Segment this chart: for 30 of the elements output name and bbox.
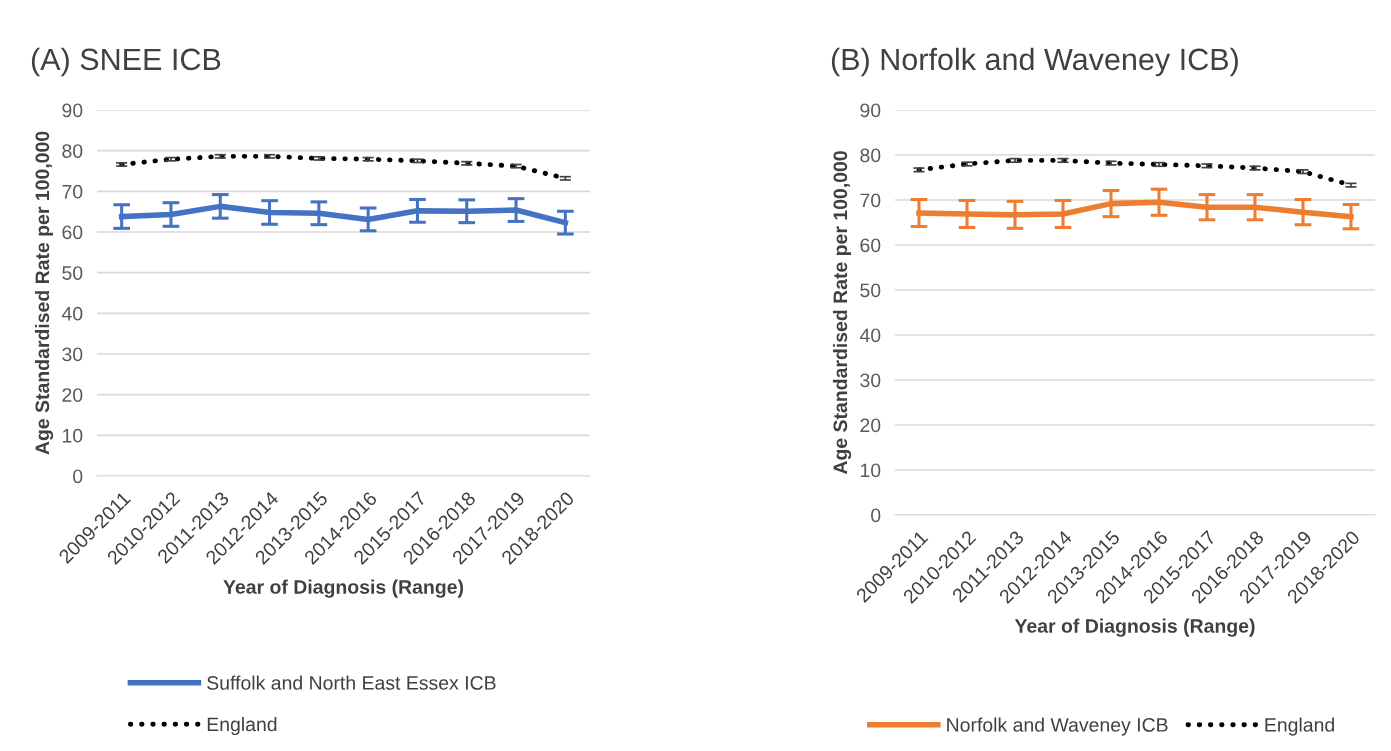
y-tick-label: 0 — [73, 469, 83, 484]
legend-label: Norfolk and Waveney ICB — [947, 717, 1168, 736]
y-tick-label: 0 — [871, 508, 881, 523]
y-tick-label: 40 — [859, 328, 881, 343]
legend-label: England — [1265, 717, 1334, 736]
chart-title: (B) Norfolk and Waveney ICB) — [831, 47, 1238, 77]
legend-label: Suffolk and North East Essex ICB — [207, 675, 496, 690]
y-axis-title: Age Standardised Rate per 100,000 — [832, 151, 852, 475]
y-tick-label: 20 — [62, 388, 83, 402]
y-tick-label: 10 — [860, 463, 881, 478]
y-tick-label: 30 — [62, 347, 83, 362]
y-tick-label: 60 — [62, 225, 83, 240]
y-axis-title: Age Standardised Rate per 100,000 — [34, 131, 54, 455]
chart-title: (A) SNEE ICB — [31, 47, 221, 77]
y-tick-label: 40 — [61, 306, 83, 321]
y-tick-label: 90 — [62, 103, 83, 118]
y-tick-label: 50 — [62, 266, 83, 280]
y-tick-label: 80 — [860, 148, 881, 163]
y-tick-label: 90 — [860, 103, 881, 118]
legend-label: England — [207, 716, 277, 736]
y-tick-label: 80 — [62, 144, 83, 158]
y-tick-label: 60 — [860, 238, 881, 253]
x-axis-title: Year of Diagnosis (Range) — [223, 579, 464, 598]
y-tick-label: 70 — [62, 184, 83, 199]
y-tick-label: 10 — [62, 428, 83, 443]
y-tick-label: 20 — [860, 418, 881, 433]
y-tick-label: 50 — [860, 283, 881, 298]
x-axis-title: Year of Diagnosis (Range) — [1014, 618, 1255, 637]
y-tick-label: 70 — [860, 193, 881, 208]
y-tick-label: 30 — [860, 373, 881, 388]
